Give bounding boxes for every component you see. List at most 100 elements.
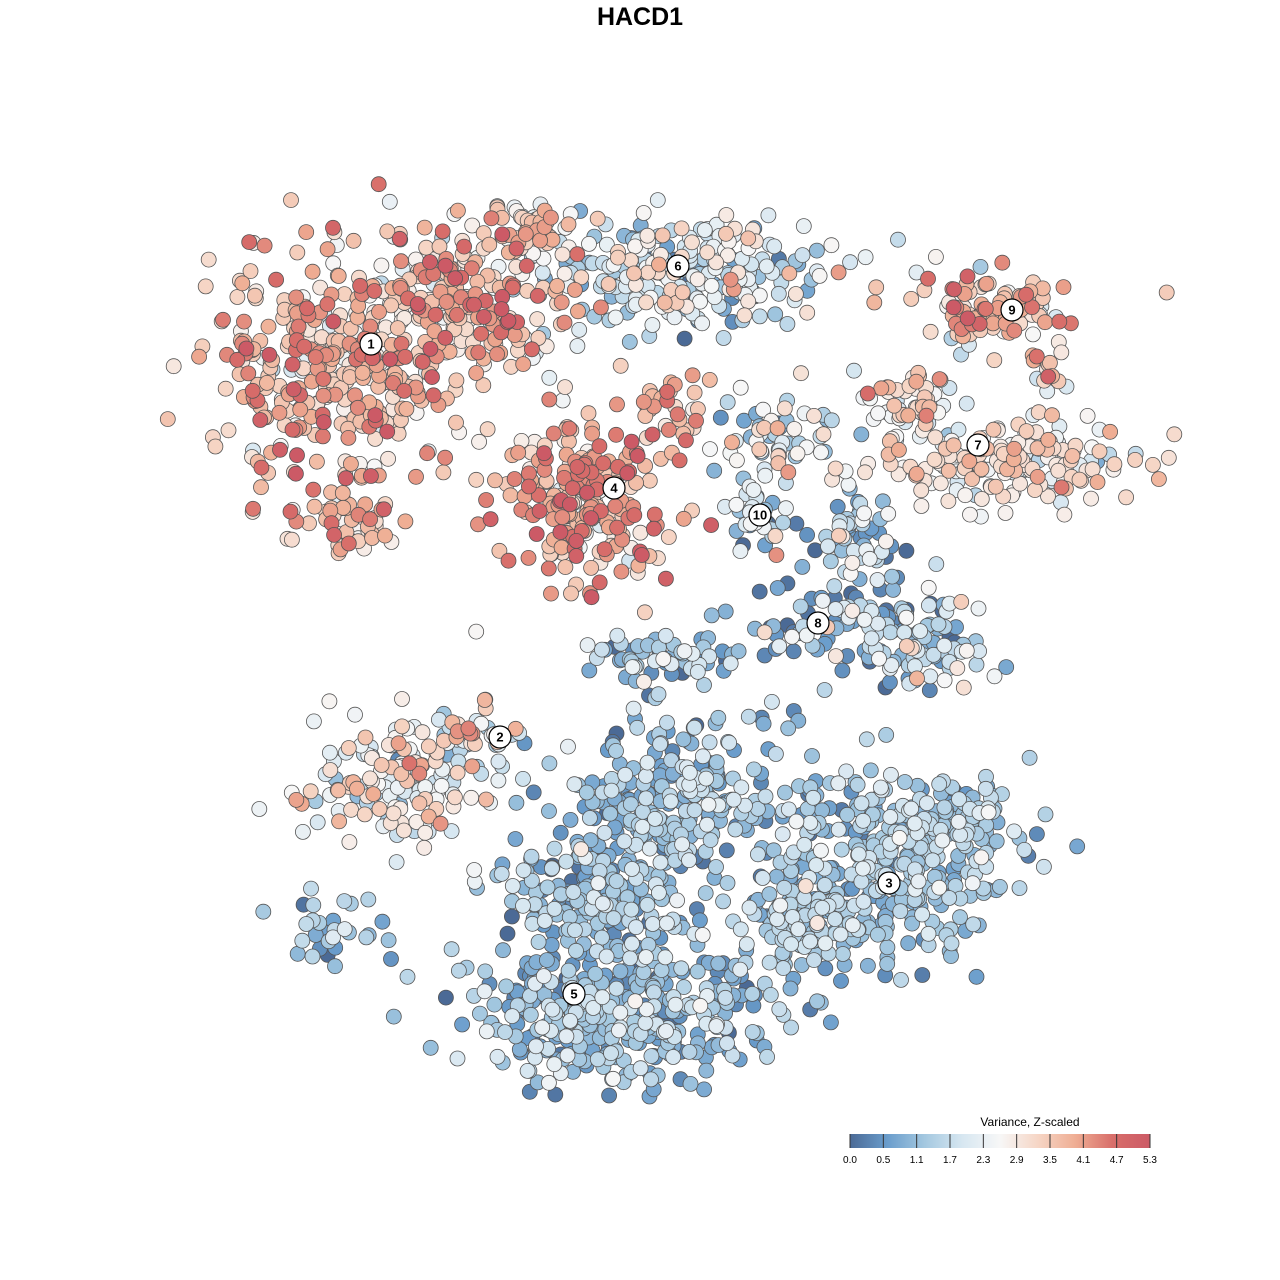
data-point: [554, 392, 571, 409]
data-point: [539, 952, 555, 968]
data-point: [552, 524, 569, 540]
data-point: [612, 1004, 629, 1021]
data-point: [879, 956, 896, 972]
cluster-label-text: 6: [674, 259, 681, 274]
data-point: [740, 708, 757, 725]
data-point: [958, 395, 975, 412]
data-point: [832, 926, 849, 943]
data-point: [1102, 423, 1118, 440]
data-point: [1118, 489, 1134, 506]
data-point: [558, 1028, 575, 1045]
data-point: [703, 277, 720, 294]
data-point: [580, 405, 597, 422]
data-point: [530, 934, 547, 950]
data-point: [632, 1060, 649, 1077]
data-point: [371, 303, 387, 320]
cluster-label-text: 1: [367, 337, 374, 352]
data-point: [383, 297, 400, 314]
data-point: [769, 580, 786, 596]
data-point: [1106, 456, 1123, 473]
data-point: [393, 766, 410, 782]
data-point: [813, 842, 829, 859]
data-point: [741, 899, 758, 916]
data-point: [379, 423, 396, 440]
data-point: [973, 461, 990, 478]
data-point: [767, 306, 784, 323]
data-point: [833, 841, 850, 858]
data-point: [1083, 490, 1099, 507]
data-point: [936, 637, 953, 654]
data-point: [751, 441, 768, 458]
data-point: [898, 542, 915, 559]
data-point: [302, 783, 319, 800]
data-point: [659, 915, 675, 932]
data-point: [554, 509, 571, 526]
data-point: [657, 627, 674, 644]
data-point: [1056, 506, 1073, 523]
data-point: [934, 832, 951, 849]
data-point: [891, 830, 908, 846]
data-point: [780, 464, 797, 481]
data-point: [464, 758, 481, 775]
data-point: [886, 397, 903, 414]
data-point: [308, 453, 325, 470]
data-point: [1091, 443, 1108, 460]
data-point: [777, 784, 793, 801]
data-point: [633, 547, 650, 563]
data-point: [481, 236, 498, 253]
data-point: [720, 247, 736, 264]
cluster-label-text: 4: [610, 481, 618, 496]
data-point: [909, 670, 925, 687]
data-point: [671, 452, 688, 469]
data-point: [609, 627, 626, 644]
data-point: [951, 791, 967, 808]
data-point: [591, 438, 608, 455]
data-point: [560, 216, 577, 233]
data-point: [401, 755, 418, 772]
data-point: [972, 258, 989, 275]
data-point: [569, 338, 586, 354]
data-point: [804, 748, 820, 764]
data-point: [717, 603, 734, 620]
data-point: [689, 963, 706, 980]
data-point: [637, 604, 653, 621]
cluster-label-6: 6: [666, 254, 690, 278]
data-point: [242, 263, 259, 280]
data-point: [382, 351, 399, 368]
data-point: [646, 520, 662, 537]
data-point: [732, 961, 749, 978]
data-point: [315, 414, 332, 431]
data-point: [241, 234, 258, 251]
data-point: [417, 824, 434, 841]
legend-tick-label: 4.1: [1076, 1155, 1090, 1166]
data-point: [422, 1039, 439, 1056]
data-point: [330, 268, 347, 284]
data-point: [790, 921, 807, 938]
data-point: [696, 677, 712, 693]
data-point: [998, 659, 1015, 675]
data-point: [552, 824, 569, 841]
data-point: [708, 859, 724, 875]
data-point: [699, 244, 716, 261]
data-point: [764, 694, 780, 710]
data-point: [380, 450, 397, 467]
data-point: [675, 731, 692, 748]
data-point: [563, 585, 579, 602]
data-point: [334, 485, 351, 501]
data-point: [220, 422, 237, 439]
data-point: [830, 264, 847, 281]
data-point: [830, 821, 847, 838]
data-point: [898, 609, 915, 626]
data-point: [362, 468, 379, 484]
data-point: [352, 277, 369, 294]
data-point: [829, 498, 846, 515]
data-point: [556, 314, 573, 331]
data-point: [744, 986, 761, 1002]
data-point: [776, 879, 793, 896]
data-point: [1160, 449, 1177, 466]
data-point: [522, 1006, 539, 1023]
data-point: [659, 714, 675, 731]
cluster-label-badge: [488, 725, 512, 749]
data-point: [272, 441, 288, 458]
data-point: [946, 281, 962, 298]
